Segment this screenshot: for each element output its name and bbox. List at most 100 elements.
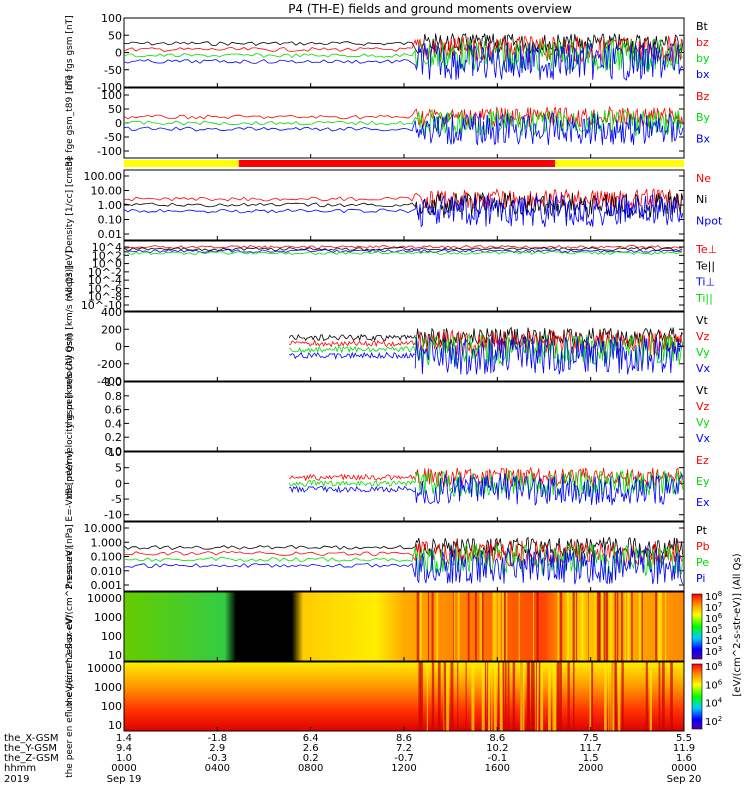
series-vx bbox=[414, 335, 684, 376]
legend-ex: Ex bbox=[696, 496, 710, 509]
spectrogram-streak bbox=[437, 662, 441, 731]
legend-vt: Vt bbox=[696, 384, 709, 397]
legend-vz: Vz bbox=[696, 400, 710, 413]
spectrogram-streak bbox=[548, 662, 551, 731]
spectrogram-streak bbox=[665, 592, 667, 661]
spectrogram-streak bbox=[493, 662, 497, 731]
spectrogram-streak bbox=[512, 662, 516, 731]
legend-bx: Bx bbox=[696, 132, 711, 145]
y-tick-label: 0.2 bbox=[105, 431, 123, 444]
panel-peer-eflux: 10000 1000 100 10 the peer en eflux eV/(cm^2… bbox=[65, 553, 743, 778]
x-row-label: the_Y-GSM bbox=[4, 743, 57, 754]
spectrogram-streak bbox=[557, 592, 559, 661]
y-tick-label: 10000 bbox=[87, 592, 122, 605]
spectrogram-streak bbox=[572, 592, 575, 661]
series-ti bbox=[124, 249, 683, 253]
spectrogram-streak bbox=[419, 592, 422, 661]
x-column-value: 8.6 bbox=[489, 733, 505, 744]
x-column-value: 8.6 bbox=[396, 733, 412, 744]
spectrogram-streak bbox=[501, 592, 505, 661]
spectrogram-streak bbox=[591, 662, 594, 731]
spectrogram-streak bbox=[596, 592, 600, 661]
x-column-date: Sep 19 bbox=[107, 774, 142, 785]
spectrogram-streak bbox=[631, 592, 633, 661]
series-ey bbox=[414, 470, 684, 497]
legend-pt: Pt bbox=[696, 524, 708, 537]
panel-frame bbox=[123, 87, 685, 159]
legend-npot: Npot bbox=[696, 214, 723, 227]
spectrogram-streak bbox=[507, 662, 510, 731]
x-column-value: 0000 bbox=[111, 763, 136, 774]
x-row-label: hhmm bbox=[4, 763, 36, 774]
series-te bbox=[124, 247, 683, 251]
y-tick-label: 10 bbox=[108, 649, 122, 662]
x-column-value: 1.5 bbox=[583, 753, 599, 764]
y-axis-label: Density [1/cc] [cm-3] bbox=[65, 157, 75, 252]
x-column-value: -1.8 bbox=[208, 733, 228, 744]
spectrogram-streak bbox=[501, 662, 505, 731]
y-tick-label: -200 bbox=[97, 358, 122, 371]
spectrogram-streak bbox=[620, 592, 623, 661]
spectrogram-streak bbox=[532, 592, 535, 661]
x-column-value: 11.9 bbox=[673, 743, 695, 754]
colorbar-tick-label: 106 bbox=[705, 678, 723, 691]
y-tick-label: 0 bbox=[115, 47, 122, 60]
x-column-value: 11.7 bbox=[580, 743, 602, 754]
series-early-segment bbox=[288, 479, 416, 488]
spectrogram-streak bbox=[416, 592, 420, 661]
spectrogram-streak bbox=[487, 662, 489, 731]
y-axis-label: E=-VxB [mV/m] bbox=[65, 451, 75, 521]
colorbar bbox=[691, 593, 703, 660]
colorbar-tick-label: 103 bbox=[705, 645, 722, 658]
spectrogram-streak bbox=[453, 592, 455, 661]
spectrogram-streak bbox=[482, 592, 484, 661]
x-column-value: 9.4 bbox=[116, 743, 132, 754]
spectrogram-streak bbox=[536, 592, 539, 661]
spectrogram-streak bbox=[431, 592, 434, 661]
series-early-segment bbox=[289, 473, 416, 482]
y-tick-label: -5 bbox=[111, 493, 122, 506]
y-axis-label: the peir velocity gsm [km/s (All Qs)] bbox=[65, 265, 75, 427]
spectrogram-streak bbox=[649, 662, 652, 731]
spectrogram-streak bbox=[575, 592, 578, 661]
spectrogram-streak bbox=[436, 592, 439, 661]
panel-efield: 10 5 0 -5 -10 E=-VxB [mV/m] Ez Ey Ex bbox=[65, 446, 710, 522]
spectrogram-streak bbox=[465, 662, 467, 731]
y-tick-label: 0.4 bbox=[105, 417, 123, 430]
spectrogram-streak bbox=[670, 662, 673, 731]
legend-ti: Ti⊥ bbox=[695, 276, 715, 289]
y-tick-label: -50 bbox=[104, 131, 122, 144]
y-tick-label: 400 bbox=[101, 306, 122, 319]
y-tick-label: -100 bbox=[97, 145, 122, 158]
legend-vx: Vx bbox=[696, 362, 711, 375]
x-column-value: 1200 bbox=[391, 763, 416, 774]
spectrogram-streak bbox=[491, 662, 493, 731]
x-column-value: 0000 bbox=[671, 763, 696, 774]
x-row-label: the_Z-GSM bbox=[4, 753, 59, 764]
mode-segment-1 bbox=[238, 160, 556, 167]
y-tick-label: 10.00 bbox=[91, 185, 123, 198]
mode-segment-0 bbox=[124, 160, 239, 167]
spectrogram-streak bbox=[623, 592, 627, 661]
x-column-value: -0.7 bbox=[394, 753, 414, 764]
legend-bz: bz bbox=[696, 36, 709, 49]
legend-vz: Vz bbox=[696, 330, 710, 343]
panel-frame bbox=[123, 17, 685, 88]
legend-ey: Ey bbox=[696, 475, 710, 488]
spectrogram-streak bbox=[616, 592, 619, 661]
colorbar-tick-label: 108 bbox=[705, 660, 722, 673]
spectrogram-streak bbox=[554, 662, 556, 731]
spectrogram-streak bbox=[657, 592, 661, 661]
legend-pe: Pe bbox=[696, 556, 709, 569]
y-axis-label: the fge gsm_t89 [nT] bbox=[65, 76, 75, 171]
panel-frame bbox=[123, 381, 685, 452]
spectrogram-streak bbox=[420, 592, 422, 661]
spectrogram-streak bbox=[431, 662, 435, 731]
y-axis-label: Pressure [nPa] bbox=[65, 524, 75, 589]
spectrogram-streak bbox=[467, 592, 470, 661]
spectrogram-streak bbox=[601, 592, 604, 661]
spectrogram-streak bbox=[559, 592, 563, 661]
y-tick-label: 5 bbox=[115, 462, 122, 475]
y-tick-label: 100 bbox=[101, 630, 122, 643]
